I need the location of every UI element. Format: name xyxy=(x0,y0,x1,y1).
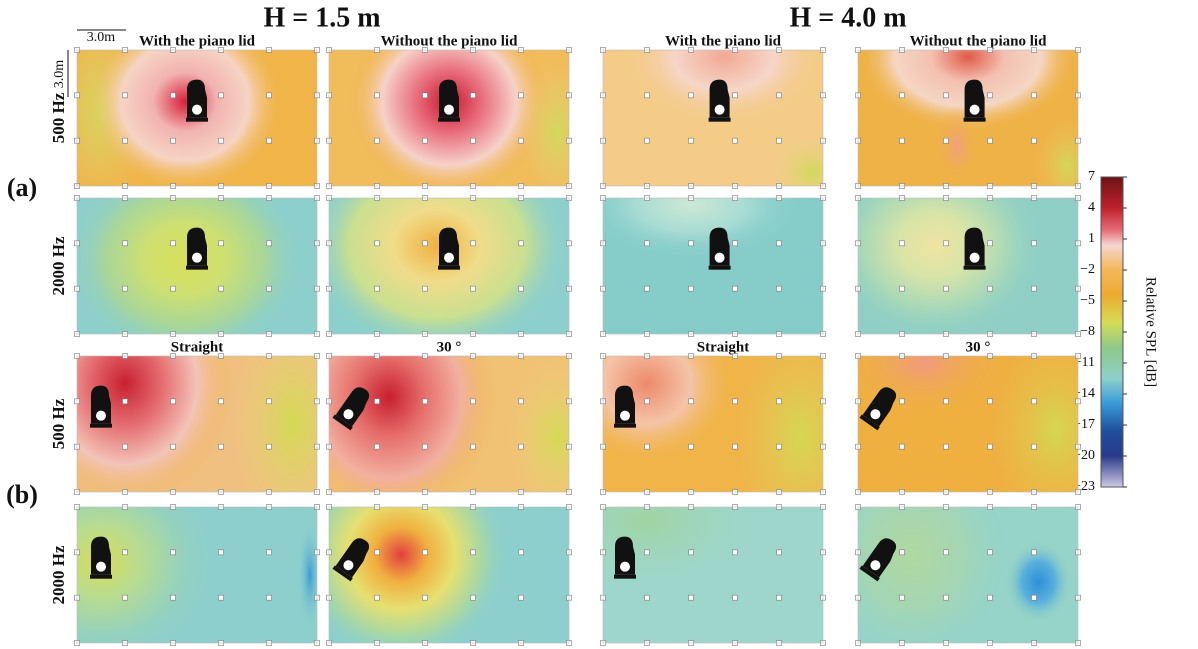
row-label: 500 Hz xyxy=(49,398,68,449)
piano-icon xyxy=(438,79,460,122)
piano-icon xyxy=(708,79,731,122)
group-label: (a) xyxy=(7,173,37,202)
contour-panel xyxy=(74,353,320,495)
contour-panel xyxy=(74,47,320,189)
column-header: Straight xyxy=(697,339,750,355)
heading: H = 1.5 m xyxy=(263,2,380,33)
column-header: Straight xyxy=(171,339,224,355)
contour-panel xyxy=(326,353,572,495)
scale-label: 3.0m xyxy=(52,60,67,89)
heading: H = 4.0 m xyxy=(789,2,906,33)
contour-panel xyxy=(326,195,572,337)
contour-panel xyxy=(600,353,826,495)
contour-panel xyxy=(326,504,572,646)
colorbar-tick-label: −14 xyxy=(1073,386,1095,401)
group-label: (b) xyxy=(6,480,38,509)
column-header: 30 ° xyxy=(437,339,462,355)
piano-icon xyxy=(859,538,897,582)
piano-icon xyxy=(963,79,986,122)
piano-icon xyxy=(614,385,636,428)
colorbar-tick-label: 4 xyxy=(1088,200,1095,215)
row-label: 500 Hz xyxy=(49,92,68,143)
contour-panel xyxy=(855,353,1081,495)
contour-panel xyxy=(855,504,1081,646)
contour-panel xyxy=(600,195,826,337)
colorbar-tick-label: −17 xyxy=(1073,417,1095,432)
colorbar xyxy=(1100,176,1124,488)
colorbar-tick-label: −2 xyxy=(1080,262,1095,277)
colorbar-tick-label: 1 xyxy=(1088,231,1095,246)
contour-panel xyxy=(326,47,572,189)
piano-icon xyxy=(438,227,460,270)
contour-panel xyxy=(74,504,320,646)
colorbar-tick-label: 7 xyxy=(1088,169,1095,184)
colorbar-tick-label: −5 xyxy=(1080,293,1095,308)
column-header: With the piano lid xyxy=(665,33,782,49)
contour-panel xyxy=(74,195,320,337)
scale-label: 3.0m xyxy=(87,30,116,45)
colorbar-tick-label: −8 xyxy=(1080,324,1095,339)
piano-icon xyxy=(332,538,370,582)
piano-icon xyxy=(332,387,370,431)
contour-panel xyxy=(855,47,1081,189)
piano-icon xyxy=(614,536,636,579)
colorbar-label: Relative SPL [dB] xyxy=(1143,277,1159,387)
row-label: 2000 Hz xyxy=(49,545,68,604)
piano-icon xyxy=(90,385,112,428)
column-header: 30 ° xyxy=(966,339,991,355)
row-label: 2000 Hz xyxy=(49,236,68,295)
colorbar-tick-label: −11 xyxy=(1074,355,1095,370)
piano-icon xyxy=(859,387,897,431)
colorbar-tick-label: −20 xyxy=(1073,448,1095,463)
column-header: Without the piano lid xyxy=(381,33,519,49)
contour-panel xyxy=(855,195,1081,337)
piano-icon xyxy=(186,227,208,270)
piano-icon xyxy=(963,227,986,270)
column-header: With the piano lid xyxy=(139,33,256,49)
contour-panel xyxy=(600,47,826,189)
contour-panel xyxy=(600,504,826,646)
piano-icon xyxy=(186,79,208,122)
piano-icon xyxy=(708,227,731,270)
piano-icon xyxy=(90,536,112,579)
column-header: Without the piano lid xyxy=(910,33,1048,49)
